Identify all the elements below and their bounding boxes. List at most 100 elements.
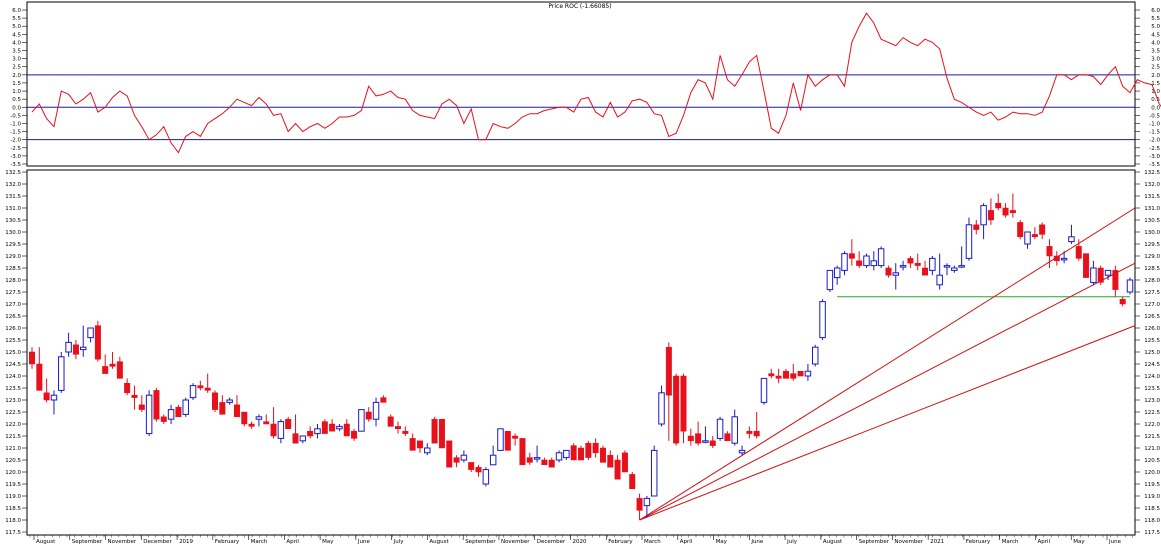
candle (402, 426, 409, 436)
x-tick-label: December (143, 539, 172, 545)
price-tick-label-right: 122.0 (1144, 422, 1160, 428)
x-tick-label: November (894, 539, 923, 545)
trend-line (639, 325, 1136, 521)
price-tick-label-right: 121.5 (1144, 434, 1160, 440)
candle-body-down (753, 430, 760, 437)
candle (116, 356, 123, 379)
candle (811, 344, 819, 367)
roc-tick-label-right: -0.5 (1149, 113, 1160, 119)
roc-tick-label-left: -2.5 (10, 146, 21, 152)
candle-body-down (629, 474, 636, 490)
roc-tick-label-right: -3.5 (1149, 162, 1160, 168)
price-tick-label-left: 130.5 (5, 218, 21, 224)
x-tick-label: June (357, 539, 371, 545)
candle (899, 260, 907, 271)
candle-body-down (212, 392, 218, 410)
price-tick-label-left: 122.0 (5, 422, 21, 428)
price-tick-label-left: 125.0 (5, 350, 21, 356)
candle-body-up (145, 394, 153, 435)
x-tick-label: 2021 (930, 539, 944, 545)
price-tick-label-left: 123.5 (5, 386, 21, 392)
candle (424, 443, 431, 456)
x-tick-label: July (393, 539, 405, 545)
candle-body-down (541, 459, 548, 466)
candle (1031, 227, 1038, 240)
candle-body-up (826, 269, 834, 291)
x-tick-label: February (608, 539, 633, 545)
price-tick-label-right: 132.5 (1144, 170, 1160, 176)
candle-body-up (497, 428, 504, 451)
roc-tick-label-left: 6.0 (12, 8, 21, 14)
roc-series (31, 12, 1161, 154)
price-plot-frame (26, 169, 1136, 536)
roc-tick-label-left: -1.5 (10, 130, 21, 136)
candle-body-down (197, 385, 204, 389)
candle (1039, 222, 1046, 240)
price-tick-label-right: 129.0 (1144, 254, 1160, 260)
price-tick-label-right: 117.5 (1144, 530, 1160, 536)
candle-body-up (650, 449, 658, 497)
candle (665, 342, 672, 441)
candle (848, 239, 855, 266)
candle (951, 265, 958, 273)
candle (885, 265, 892, 278)
candle (380, 395, 387, 403)
candle (102, 354, 109, 374)
candle (307, 426, 314, 439)
candle-body-up (358, 409, 365, 432)
price-tick-label-right: 126.0 (1144, 326, 1160, 332)
candle (395, 421, 401, 434)
candle-body-down (782, 370, 789, 379)
roc-tick-label-left: 2.0 (12, 73, 21, 79)
candle-body-down (72, 344, 79, 355)
x-tick-label: March (1002, 539, 1019, 545)
candle (321, 419, 328, 434)
candle (819, 299, 826, 340)
candle-body-up (1068, 236, 1075, 243)
candle (329, 419, 336, 432)
candle-body-down (1002, 207, 1009, 216)
candle (160, 414, 167, 424)
candle (929, 256, 936, 276)
x-tick-label: September (859, 539, 890, 545)
candle (131, 385, 138, 410)
candle (1024, 231, 1031, 249)
candle (563, 449, 570, 460)
candle (892, 263, 900, 290)
price-tick-label-right: 119.5 (1144, 482, 1160, 488)
candle (1017, 220, 1024, 240)
candle-body-down (548, 459, 555, 468)
candle (768, 368, 775, 379)
price-tick-label-right: 125.5 (1144, 338, 1160, 344)
price-tick-label-left: 120.0 (5, 470, 21, 476)
candle-body-down (248, 423, 255, 427)
candle-body-down (468, 462, 475, 470)
candle (79, 325, 87, 357)
candle-body-up (1024, 231, 1031, 245)
candle-body-down (219, 402, 226, 415)
candle-body-up (182, 399, 189, 415)
candle-body-up (643, 497, 651, 507)
candle-body-up (482, 469, 490, 485)
candle-body-down (885, 267, 892, 276)
candle-body-up (899, 265, 907, 268)
candle-body-up (372, 401, 380, 420)
candle-body-up (658, 392, 665, 425)
candle (263, 414, 270, 425)
candle (680, 373, 687, 444)
candle-body-up (255, 416, 263, 420)
price-tick-label-left: 131.5 (5, 194, 21, 200)
candle (65, 332, 72, 357)
candle (204, 373, 211, 393)
candle (468, 462, 475, 472)
roc-tick-label-right: -1.0 (1149, 121, 1160, 127)
candle-body-up (892, 272, 900, 276)
roc-tick-label-right: 4.5 (1151, 32, 1160, 38)
candle (914, 253, 921, 271)
roc-tick-label-left: -2.0 (10, 138, 21, 144)
candle-body-down (431, 418, 438, 444)
candle (233, 395, 240, 418)
candle (72, 340, 79, 360)
candle (775, 368, 782, 384)
